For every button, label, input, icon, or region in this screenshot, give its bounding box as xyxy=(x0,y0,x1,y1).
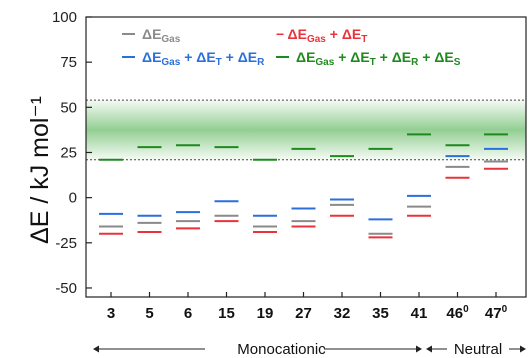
y-tick-label: 75 xyxy=(60,54,77,71)
x-tick-label: 41 xyxy=(411,305,428,322)
y-tick-label: 50 xyxy=(60,99,77,116)
group-arrowhead xyxy=(93,345,99,353)
y-tick-label: -25 xyxy=(55,235,77,252)
y-tick-label: -50 xyxy=(55,280,77,297)
x-tick-label: 470 xyxy=(485,304,508,322)
band-fill xyxy=(86,100,526,160)
x-tick-label: 19 xyxy=(257,305,274,322)
x-tick-label: 5 xyxy=(145,305,153,322)
x-tick-label: 6 xyxy=(184,305,192,322)
x-tick-label: 27 xyxy=(295,305,312,322)
y-tick-label: 25 xyxy=(60,144,77,161)
y-tick-label: 100 xyxy=(52,9,77,26)
legend-entry-gas_t_r_s: ΔEGas + ΔET + ΔER + ΔES xyxy=(296,49,461,68)
y-axis-label: ΔE / kJ mol⁻¹ xyxy=(26,96,54,244)
x-tick-label: 35 xyxy=(372,305,389,322)
x-tick-label: 460 xyxy=(446,304,469,322)
legend: ΔEGas − ΔEGas + ΔET ΔEGas + ΔET + ΔER ΔEGas… xyxy=(122,26,461,68)
group-arrowhead xyxy=(520,345,526,353)
data-marks xyxy=(99,133,508,239)
group-label-neutral: Neutral xyxy=(454,341,502,358)
x-tick-labels: 3 5 6 15 19 27 32 35 41 460 470 xyxy=(107,304,508,322)
y-tick-label: 0 xyxy=(69,190,77,207)
group-annotations: Monocationic Neutral xyxy=(93,341,526,358)
x-tick-label: 32 xyxy=(334,305,351,322)
shaded-band xyxy=(86,99,526,161)
x-tick-label: 15 xyxy=(218,305,235,322)
axes: -50 -25 0 25 50 75 100 xyxy=(52,9,527,298)
x-tick-label: 3 xyxy=(107,305,115,322)
group-arrowhead xyxy=(426,345,432,353)
legend-entry-gas_t: − ΔEGas + ΔET xyxy=(276,26,367,45)
legend-entry-gas_t_r: ΔEGas + ΔET + ΔER xyxy=(142,49,265,68)
plot-frame xyxy=(85,16,527,298)
group-label-monocationic: Monocationic xyxy=(237,341,326,358)
legend-entry-gas: ΔEGas xyxy=(142,26,181,45)
group-arrowhead xyxy=(416,345,422,353)
